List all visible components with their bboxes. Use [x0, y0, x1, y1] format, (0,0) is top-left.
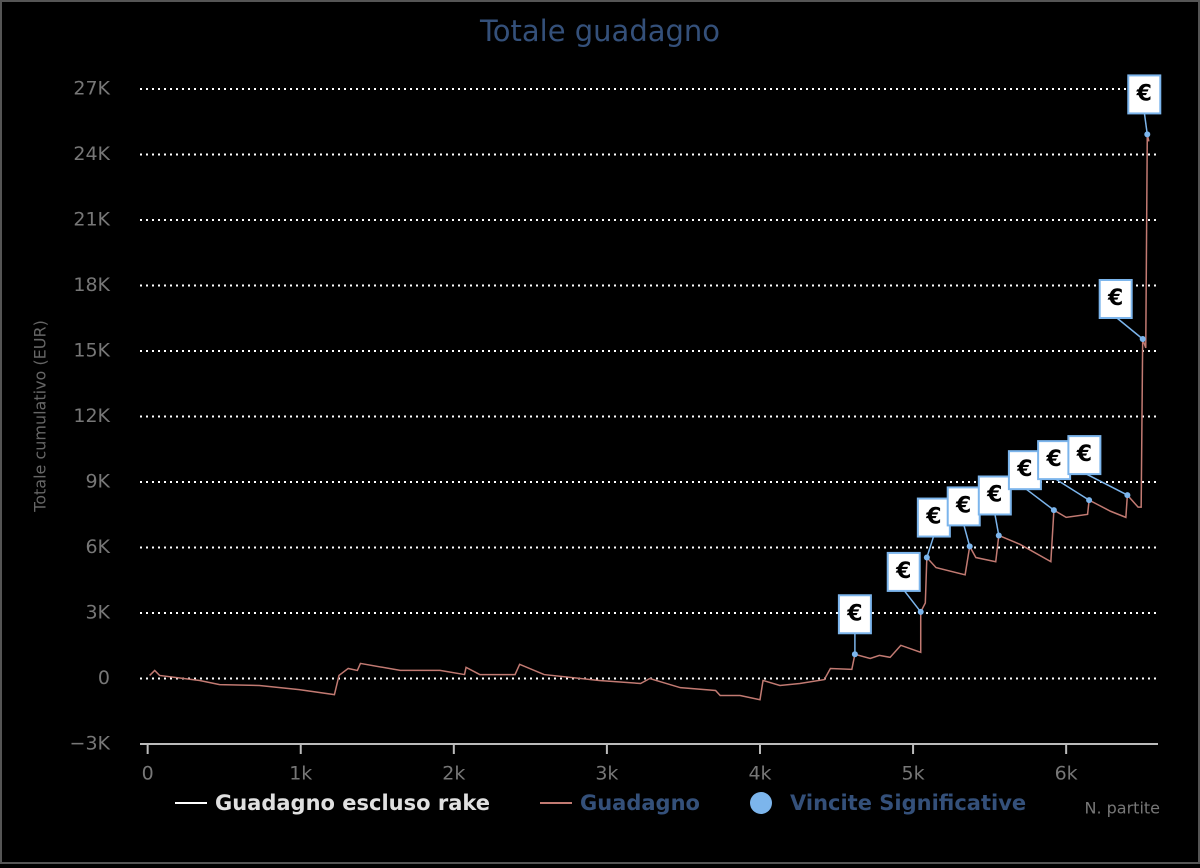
legend-symbol — [750, 792, 772, 814]
y-tick-label: 12K — [73, 405, 110, 427]
flag-connector — [962, 524, 971, 547]
flag-box — [977, 475, 1012, 516]
flag-box — [1037, 440, 1072, 481]
chart-title: Totale guadagno — [479, 14, 720, 48]
flag-label: € — [955, 493, 971, 518]
x-tick-label: 6k — [1055, 763, 1078, 785]
flag-box — [1098, 278, 1133, 319]
flag-label: € — [1107, 286, 1123, 311]
flag-box — [837, 594, 872, 635]
legend-label: Vincite Significative — [790, 791, 1026, 815]
flag-box — [916, 497, 951, 538]
y-axis-title: Totale cumulativo (EUR) — [31, 320, 50, 513]
flag-label: € — [986, 482, 1002, 507]
flag-label: € — [846, 601, 862, 626]
y-tick-label: 27K — [73, 78, 110, 100]
y-tick-label: 21K — [73, 209, 110, 231]
flag-connector — [1024, 487, 1055, 511]
x-tick-label: 3k — [595, 763, 618, 785]
flag-label: € — [1076, 442, 1092, 467]
x-tick-label: 0 — [142, 763, 154, 785]
win-point — [917, 608, 924, 615]
y-tick-label: 18K — [73, 274, 110, 296]
flag-connector — [1084, 472, 1128, 496]
flag-label: € — [1136, 81, 1152, 106]
y-tick-label: −3K — [70, 733, 111, 755]
win-point — [995, 532, 1002, 539]
flag-box — [1067, 435, 1102, 476]
x-tick-label: 5k — [902, 763, 925, 785]
win-point — [923, 554, 930, 561]
win-point — [1144, 131, 1151, 138]
flag-connector — [903, 589, 922, 613]
win-point — [1124, 492, 1131, 499]
flag-label: € — [925, 505, 941, 530]
x-tick-label: 1k — [289, 763, 312, 785]
y-tick-label: 15K — [73, 340, 110, 362]
y-tick-label: 24K — [73, 143, 110, 165]
x-axis-title: N. partite — [1084, 799, 1160, 818]
win-point — [1139, 335, 1146, 342]
flag-label: € — [1045, 447, 1061, 472]
flag-box — [1127, 74, 1162, 115]
flag-label: € — [895, 559, 911, 584]
y-tick-label: 3K — [85, 602, 110, 624]
flag-connector — [926, 535, 935, 558]
win-point — [966, 543, 973, 550]
series-line — [149, 134, 1150, 701]
y-tick-label: 9K — [85, 471, 110, 493]
flag-label: € — [1016, 457, 1032, 482]
y-tick-label: 6K — [85, 536, 110, 558]
y-tick-label: 0 — [98, 667, 110, 689]
x-tick-label: 4k — [748, 763, 771, 785]
flag-box — [886, 551, 921, 592]
win-point — [1086, 497, 1093, 504]
flag-connector — [1053, 477, 1090, 501]
x-tick-label: 2k — [442, 763, 465, 785]
legend-label: Guadagno escluso rake — [215, 791, 490, 815]
flag-connector — [1143, 112, 1149, 135]
win-point — [1050, 507, 1057, 514]
win-point — [851, 651, 858, 658]
flag-connector — [1115, 316, 1144, 340]
legend-label: Guadagno — [580, 791, 700, 815]
flag-connector — [994, 513, 1000, 536]
flag-box — [946, 486, 981, 527]
